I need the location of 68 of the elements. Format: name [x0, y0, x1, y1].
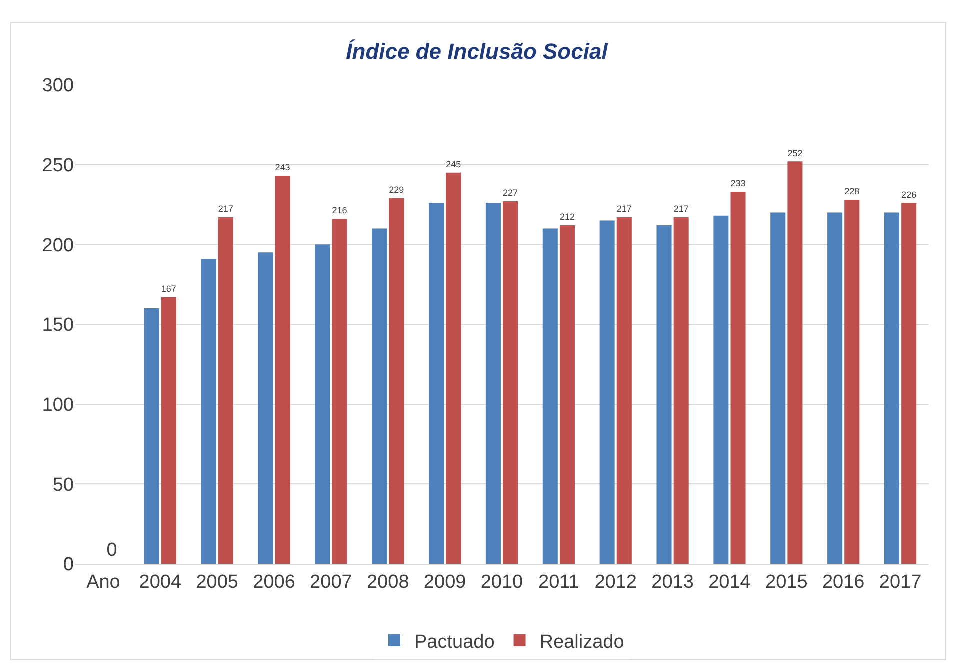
- x-tick-label: 2010: [480, 572, 524, 593]
- bar: [389, 198, 404, 564]
- data-label: 229: [389, 184, 404, 195]
- data-label: 212: [560, 212, 575, 222]
- data-label: 226: [902, 190, 917, 200]
- bar: [218, 218, 234, 564]
- data-label: 252: [788, 148, 803, 158]
- x-tick-label: 2013: [652, 572, 694, 593]
- bar: [560, 226, 575, 564]
- data-label: 245: [446, 159, 462, 170]
- bar: [144, 308, 160, 564]
- bar: [770, 212, 786, 564]
- bar: [275, 176, 290, 564]
- data-label: 243: [275, 162, 290, 173]
- bar: [616, 218, 632, 564]
- x-tick-label: 2017: [879, 572, 922, 593]
- bar: [201, 259, 216, 564]
- x-tick-label: 2011: [538, 572, 580, 593]
- y-tick-label: 100: [42, 394, 74, 416]
- bar: [674, 218, 689, 564]
- y-tick-label: 200: [42, 235, 74, 256]
- bar: [258, 252, 274, 564]
- x-tick-label: 2012: [594, 572, 638, 593]
- data-label: 217: [674, 204, 689, 214]
- x-tick-label: Ano: [86, 572, 120, 593]
- bar: [315, 244, 330, 564]
- bar: [656, 226, 672, 564]
- data-label: 228: [844, 186, 860, 197]
- bar: [161, 297, 176, 564]
- legend-label: Realizado: [540, 632, 624, 653]
- bar: [446, 172, 462, 564]
- bar: [600, 220, 615, 564]
- legend-label: Pactuado: [414, 632, 495, 653]
- bar: [884, 212, 900, 564]
- y-tick-label: 250: [42, 155, 74, 176]
- data-label: 216: [332, 206, 348, 216]
- y-tick-label: 50: [52, 474, 74, 496]
- bar: [332, 219, 348, 564]
- bar: [730, 192, 746, 564]
- chart-title: Índice de Inclusão Social: [346, 39, 609, 64]
- x-tick-label: 2006: [253, 572, 296, 593]
- x-tick-label: 2007: [310, 572, 352, 593]
- x-tick-label: 2015: [766, 572, 808, 593]
- data-label: 167: [161, 284, 176, 294]
- y-tick-label: 150: [42, 315, 74, 336]
- data-label: 227: [503, 188, 518, 198]
- data-label: 233: [730, 178, 746, 189]
- bar: [486, 203, 501, 564]
- bar: [714, 216, 729, 564]
- data-label: 217: [218, 204, 234, 214]
- y-tick-label: 0: [63, 554, 74, 576]
- bar: [503, 202, 518, 564]
- x-tick-label: 2014: [708, 572, 752, 593]
- bar: [429, 203, 444, 564]
- x-tick-label: 2005: [196, 572, 238, 593]
- x-tick-label: 2016: [822, 572, 865, 593]
- bar: [828, 212, 843, 564]
- bar: [902, 203, 917, 564]
- x-tick-label: 2008: [366, 572, 410, 593]
- bar: [372, 228, 388, 564]
- bar: [542, 228, 558, 564]
- data-label: 217: [616, 204, 632, 214]
- bar: [844, 200, 860, 564]
- data-label: 0: [106, 540, 118, 561]
- y-tick-label: 300: [42, 76, 74, 97]
- x-tick-label: 2009: [424, 572, 466, 593]
- bar: [788, 162, 803, 564]
- x-tick-label: 2004: [139, 572, 182, 593]
